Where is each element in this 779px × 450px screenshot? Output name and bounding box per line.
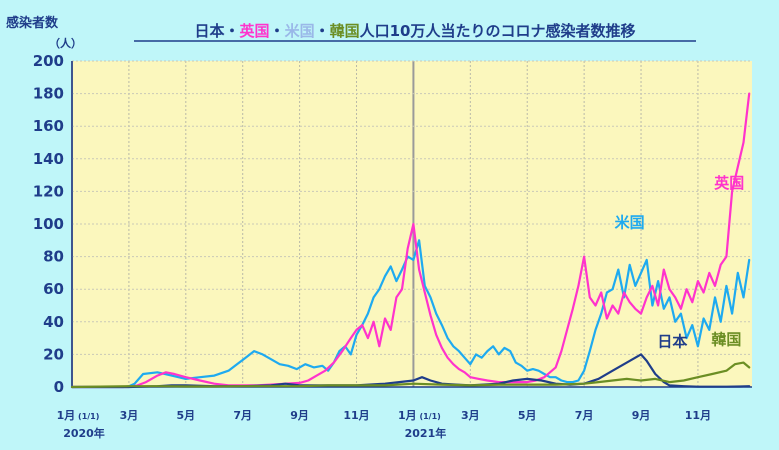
chart-title: 日本・英国・米国・韓国人口10万人当たりのコロナ感染者数推移 [195, 22, 636, 40]
x-tick-month: 5月 [518, 409, 537, 422]
x-tick-month: 5月 [176, 409, 195, 422]
y-tick-label: 60 [43, 280, 64, 298]
x-tick-month: 11月 [685, 409, 711, 422]
title-part: ・ [270, 22, 285, 40]
year-label: 2021年 [405, 426, 447, 440]
x-tick-sub: (1/1) [417, 412, 441, 421]
series-label: 米国 [615, 213, 645, 231]
x-tick-label: 5月 [176, 409, 195, 422]
y-tick-label: 0 [54, 378, 64, 396]
title-part: 韓国 [330, 22, 360, 40]
x-tick-label: 7月 [233, 409, 252, 422]
y-tick-label: 120 [33, 182, 64, 200]
year-label: 2020年 [63, 426, 105, 440]
x-tick-month: 9月 [632, 409, 651, 422]
y-tick-label: 160 [33, 117, 64, 135]
x-tick-sub: (1/1) [75, 412, 99, 421]
y-tick-label: 40 [43, 313, 64, 331]
title-part: ・ [315, 22, 330, 40]
title-part: 人口10万人当たりのコロナ感染者数推移 [360, 22, 636, 40]
series-label: 韓国 [711, 331, 741, 349]
x-tick-label: 3月 [120, 409, 139, 422]
x-tick-label: 11月 [343, 409, 369, 422]
title-part: ・ [225, 22, 240, 40]
x-tick-label: 3月 [461, 409, 480, 422]
y-tick-label: 20 [43, 345, 64, 363]
y-tick-label: 80 [43, 248, 64, 266]
series-label: 英国 [714, 174, 744, 192]
x-tick-label: 9月 [290, 409, 309, 422]
x-tick-label: 11月 [685, 409, 711, 422]
y-tick-label: 140 [33, 150, 64, 168]
x-tick-month: 3月 [120, 409, 139, 422]
title-part: 日本 [195, 22, 225, 40]
y-tick-label: 100 [33, 215, 64, 233]
series-line-韓国 [70, 361, 751, 389]
x-tick-month: 7月 [575, 409, 594, 422]
x-tick-label: 7月 [575, 409, 594, 422]
x-tick-label: 5月 [518, 409, 537, 422]
x-tick-month: 7月 [233, 409, 252, 422]
title-part: 米国 [285, 22, 315, 40]
y-axis-label: 感染者数 [6, 15, 59, 31]
y-tick-label: 200 [33, 52, 64, 70]
y-axis-unit: （人） [49, 36, 82, 50]
x-tick-month: 9月 [290, 409, 309, 422]
title-part: 英国 [240, 22, 270, 40]
x-tick-label: 9月 [632, 409, 651, 422]
x-tick-month: 1月 [398, 409, 417, 422]
series-label: 日本 [657, 332, 687, 350]
series-line-米国 [70, 239, 751, 389]
x-tick-month: 3月 [461, 409, 480, 422]
x-tick-label: 1月 (1/1) [57, 409, 100, 422]
x-tick-month: 11月 [343, 409, 369, 422]
y-tick-label: 180 [33, 85, 64, 103]
x-tick-label: 1月 (1/1) [398, 409, 441, 422]
x-tick-month: 1月 [57, 409, 76, 422]
